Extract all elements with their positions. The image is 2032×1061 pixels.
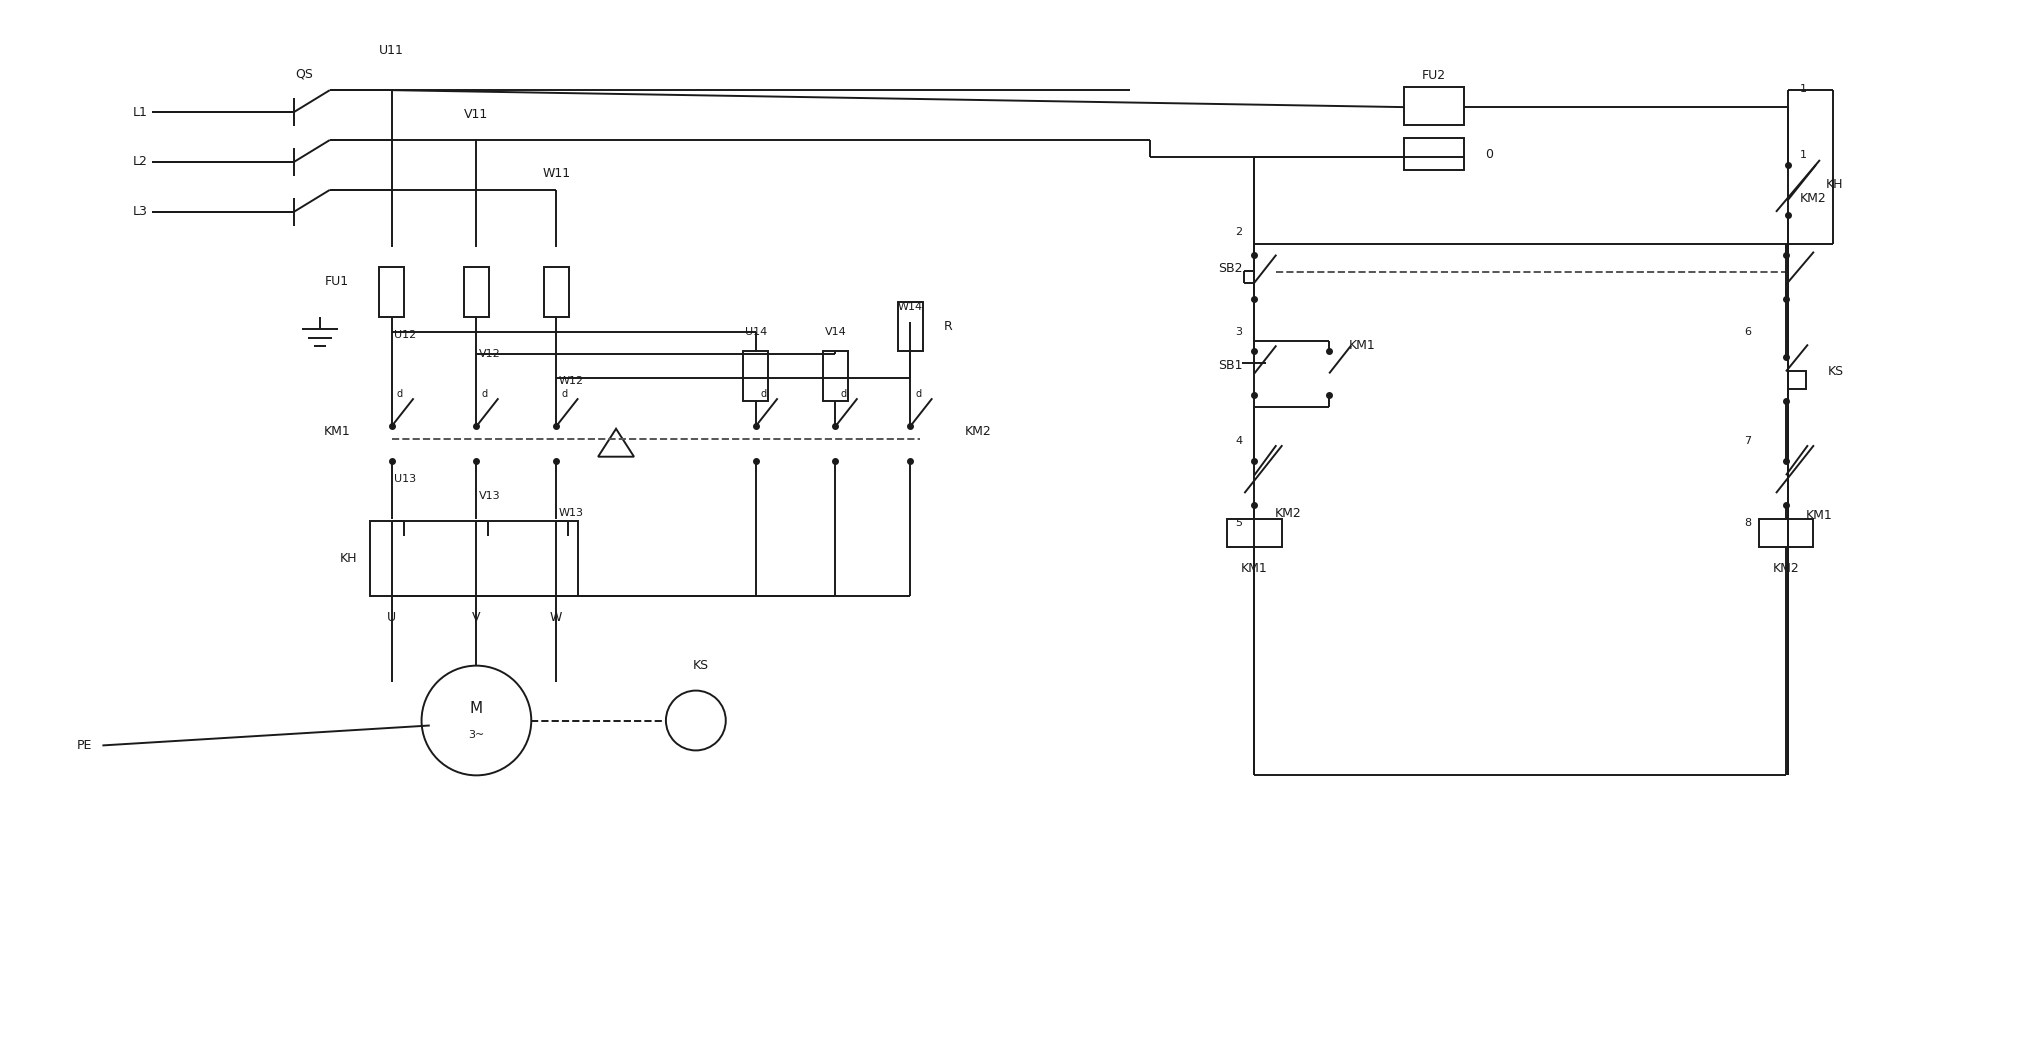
Text: KM1: KM1 (1349, 338, 1376, 352)
Text: d: d (396, 389, 402, 399)
Text: U13: U13 (394, 474, 417, 484)
Text: V12: V12 (478, 349, 500, 360)
Text: W14: W14 (898, 301, 923, 312)
Bar (1404, 87, 1463, 125)
Text: KM1: KM1 (1806, 508, 1833, 522)
Text: 1: 1 (1800, 84, 1806, 94)
Bar (463, 266, 490, 316)
Text: KS: KS (693, 659, 709, 673)
Text: L2: L2 (132, 156, 146, 169)
Text: PE: PE (77, 738, 91, 752)
Bar (744, 351, 768, 401)
Bar (545, 266, 569, 316)
Text: L1: L1 (132, 106, 146, 119)
Text: KH: KH (339, 552, 358, 564)
Text: KM2: KM2 (965, 424, 992, 438)
Text: KM1: KM1 (323, 424, 350, 438)
Text: FU2: FU2 (1422, 69, 1447, 82)
Text: d: d (760, 389, 766, 399)
Text: V14: V14 (825, 327, 847, 336)
Text: 6: 6 (1743, 327, 1752, 336)
Bar (1758, 519, 1813, 547)
Bar (370, 521, 579, 596)
Bar (1404, 138, 1463, 170)
Text: W12: W12 (559, 377, 583, 386)
Text: FU1: FU1 (325, 275, 350, 289)
Bar (1788, 371, 1806, 389)
Text: V11: V11 (463, 107, 488, 121)
Text: SB2: SB2 (1217, 262, 1242, 275)
Text: 7: 7 (1743, 436, 1752, 447)
Text: QS: QS (295, 68, 313, 81)
Text: U11: U11 (380, 44, 404, 56)
Text: KM2: KM2 (1800, 192, 1827, 206)
Text: KH: KH (1827, 178, 1843, 191)
Text: 1: 1 (1800, 150, 1806, 160)
Text: SB1: SB1 (1217, 359, 1242, 372)
Text: V13: V13 (478, 491, 500, 501)
Bar (380, 266, 404, 316)
Text: 3: 3 (1235, 327, 1242, 336)
Text: W13: W13 (559, 508, 583, 518)
Text: 3~: 3~ (467, 730, 484, 741)
Text: 4: 4 (1235, 436, 1242, 447)
Text: 5: 5 (1235, 518, 1242, 528)
Text: 0: 0 (1485, 149, 1494, 161)
Text: U: U (386, 611, 396, 624)
Text: d: d (914, 389, 920, 399)
Text: R: R (943, 320, 953, 333)
Text: KM2: KM2 (1772, 562, 1800, 575)
Bar (1227, 519, 1282, 547)
Text: U12: U12 (394, 330, 417, 340)
Text: V: V (471, 611, 482, 624)
Text: 8: 8 (1743, 518, 1752, 528)
Text: W11: W11 (543, 168, 571, 180)
Text: U14: U14 (744, 327, 766, 336)
Text: d: d (841, 389, 847, 399)
Text: W: W (551, 611, 563, 624)
Text: KM1: KM1 (1242, 562, 1268, 575)
Text: 2: 2 (1235, 227, 1242, 237)
Text: KS: KS (1829, 365, 1843, 378)
Bar (823, 351, 847, 401)
Text: d: d (482, 389, 488, 399)
Bar (898, 301, 923, 351)
Text: L3: L3 (132, 206, 146, 219)
Text: KM2: KM2 (1274, 506, 1300, 520)
Text: M: M (469, 701, 484, 716)
Text: d: d (561, 389, 567, 399)
